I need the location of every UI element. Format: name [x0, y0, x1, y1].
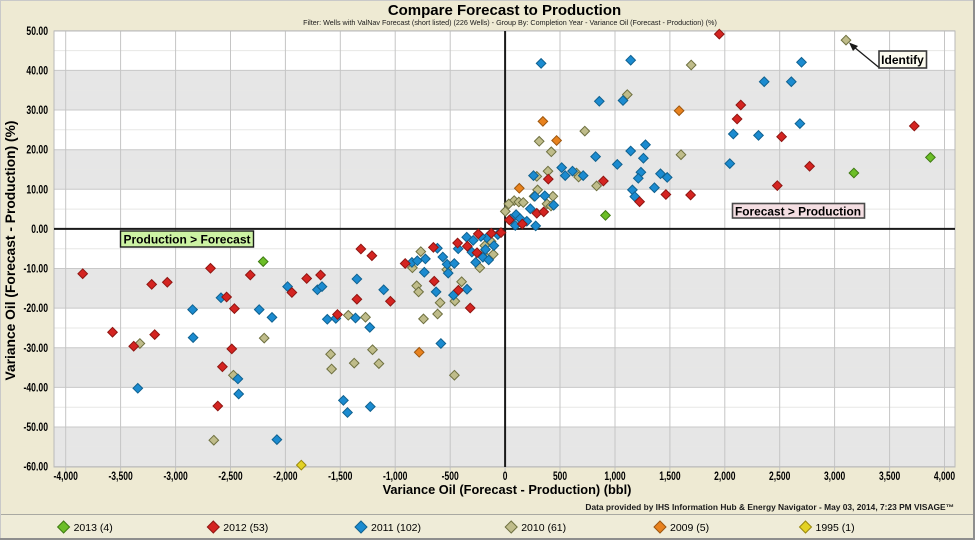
- svg-text:-2,500: -2,500: [218, 469, 243, 483]
- svg-text:3,500: 3,500: [879, 469, 901, 483]
- svg-text:2010 (61): 2010 (61): [521, 522, 566, 534]
- svg-text:2,500: 2,500: [769, 469, 791, 483]
- svg-text:Data provided by IHS Informati: Data provided by IHS Information Hub & E…: [585, 502, 954, 512]
- svg-text:Production > Forecast: Production > Forecast: [124, 233, 251, 247]
- svg-text:500: 500: [553, 469, 567, 483]
- svg-text:-20.00: -20.00: [24, 303, 49, 315]
- svg-text:Forecast > Production: Forecast > Production: [735, 204, 861, 218]
- svg-text:1995 (1): 1995 (1): [816, 522, 855, 534]
- svg-text:-2,000: -2,000: [273, 469, 298, 483]
- svg-text:40.00: 40.00: [26, 65, 48, 77]
- svg-text:-60.00: -60.00: [24, 462, 49, 474]
- svg-text:-40.00: -40.00: [24, 382, 49, 394]
- svg-text:-10.00: -10.00: [24, 264, 49, 276]
- svg-text:Variance Oil (Forecast - Produ: Variance Oil (Forecast - Production) (bb…: [383, 482, 632, 497]
- svg-text:-50.00: -50.00: [24, 422, 49, 434]
- svg-text:-4,000: -4,000: [54, 469, 79, 483]
- svg-text:2009 (5): 2009 (5): [670, 522, 709, 534]
- svg-text:10.00: 10.00: [26, 184, 48, 196]
- svg-text:2,000: 2,000: [714, 469, 736, 483]
- svg-text:2012 (53): 2012 (53): [223, 522, 268, 534]
- svg-text:2013 (4): 2013 (4): [74, 522, 113, 534]
- svg-text:-1,500: -1,500: [328, 469, 353, 483]
- svg-text:1,000: 1,000: [604, 469, 626, 483]
- svg-text:Variance Oil (Forecast - Produ: Variance Oil (Forecast - Production) (%): [3, 121, 18, 381]
- svg-text:3,000: 3,000: [824, 469, 846, 483]
- svg-text:0.00: 0.00: [31, 224, 48, 236]
- svg-text:20.00: 20.00: [26, 145, 48, 157]
- svg-text:Identify: Identify: [881, 53, 924, 67]
- svg-text:0: 0: [503, 469, 508, 483]
- svg-text:50.00: 50.00: [26, 26, 48, 38]
- svg-text:4,000: 4,000: [934, 469, 956, 483]
- svg-text:-3,500: -3,500: [108, 469, 133, 483]
- svg-text:1,500: 1,500: [659, 469, 681, 483]
- svg-text:-1,000: -1,000: [383, 469, 408, 483]
- svg-text:-30.00: -30.00: [24, 343, 49, 355]
- svg-text:2011 (102): 2011 (102): [371, 522, 421, 534]
- svg-text:-3,000: -3,000: [163, 469, 188, 483]
- svg-text:-500: -500: [442, 469, 459, 483]
- svg-text:30.00: 30.00: [26, 105, 48, 117]
